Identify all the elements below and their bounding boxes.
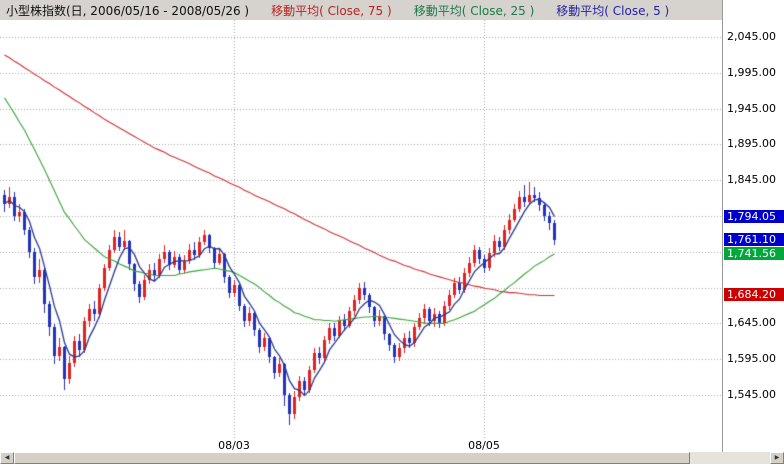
y-axis-label: 1,545.00 [727,388,776,401]
scrollbar-thumb[interactable] [14,452,690,464]
x-axis-label: 08/03 [218,439,250,452]
y-axis-label: 1,595.00 [727,352,776,366]
x-axis-row: 08/03 08/05 [0,438,722,452]
scroll-left-arrow-icon[interactable]: ◀ [0,452,14,464]
legend-container: 移動平均( Close, 75 ) 移動平均( Close, 25 ) 移動平均( … [249,2,669,19]
y-axis-label: 1,645.00 [727,316,776,330]
legend-item: 移動平均( Close, 5 ) [556,3,670,18]
y-axis-label: 1,945.00 [727,101,776,115]
legend-item: 移動平均( Close, 25 ) [413,3,535,18]
price-value-box: 1,684.20 [724,288,784,302]
scroll-right-arrow-icon[interactable]: ▶ [770,452,784,464]
y-axis-label: 1,845.00 [727,173,776,187]
legend-item: 移動平均( Close, 75 ) [271,3,392,18]
y-axis-label: 2,045.00 [727,30,776,43]
x-axis-label: 08/05 [468,439,500,452]
price-value-box: 1,741.56 [724,247,784,261]
chart-header: 小型株指数(日, 2006/05/16 - 2008/05/26 ) 移動平均(… [0,0,722,20]
price-value-box: 1,761.10 [724,233,784,247]
chart-title: 小型株指数(日, 2006/05/16 - 2008/05/26 ) [6,3,250,18]
price-value-box: 1,794.05 [724,209,784,223]
y-axis-label: 1,995.00 [727,65,776,79]
price-chart-canvas[interactable] [0,20,722,438]
y-axis-label: 1,895.00 [727,137,776,151]
horizontal-scrollbar[interactable]: ◀ ▶ [0,452,784,464]
y-axis-panel: 2,045.00 1,995.00 1,945.00 1,895.00 1,845.00… [722,0,784,452]
